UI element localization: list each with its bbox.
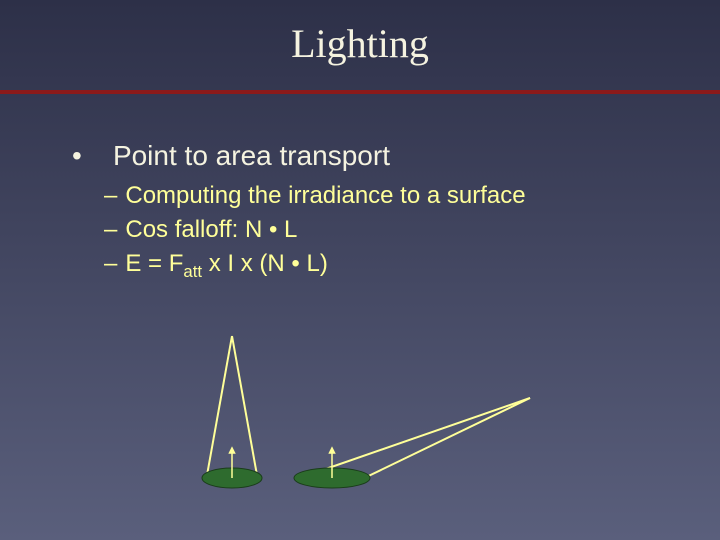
bullet-lvl2: –E = Fatt x I x (N • L) bbox=[104, 250, 526, 282]
bullet-lvl2: –Cos falloff: N • L bbox=[104, 216, 526, 244]
diagram bbox=[170, 330, 550, 500]
lvl1-bullet: • bbox=[72, 140, 82, 171]
lvl2-text: Cos falloff: N • L bbox=[125, 216, 297, 244]
lvl2-dash: – bbox=[104, 182, 117, 210]
lvl2-dash: – bbox=[104, 216, 117, 244]
title-text: Lighting bbox=[291, 21, 429, 66]
bullet-lvl1: • Point to area transport bbox=[72, 140, 526, 172]
lvl2-text: Computing the irradiance to a surface bbox=[125, 182, 525, 210]
page-title: Lighting bbox=[0, 20, 720, 67]
bullet-lvl2: –Computing the irradiance to a surface bbox=[104, 182, 526, 210]
lvl1-text: Point to area transport bbox=[113, 140, 390, 171]
horizontal-rule bbox=[0, 90, 720, 94]
lvl2-dash: – bbox=[104, 250, 117, 278]
body: • Point to area transport –Computing the… bbox=[72, 140, 526, 282]
lvl2-container: –Computing the irradiance to a surface–C… bbox=[104, 182, 526, 282]
lvl2-text: E = Fatt x I x (N • L) bbox=[125, 250, 327, 282]
slide: Lighting • Point to area transport –Comp… bbox=[0, 0, 720, 540]
